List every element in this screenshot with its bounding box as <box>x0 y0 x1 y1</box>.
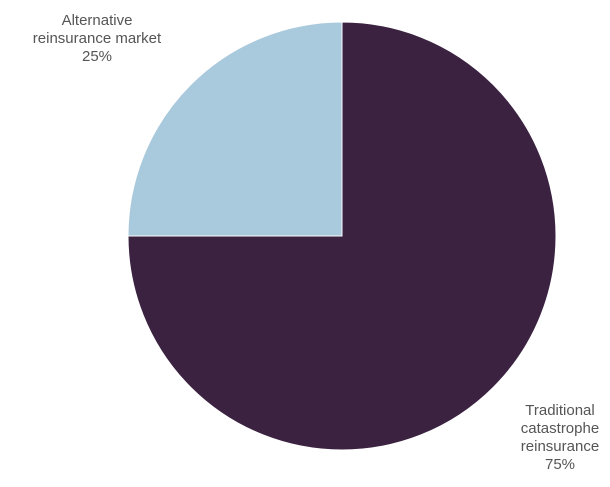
slice-category-label: catastrophe <box>521 420 599 437</box>
slice-category-label: reinsurance market <box>33 30 162 47</box>
pie-slice-1 <box>127 21 557 451</box>
slice-value-label: 25% <box>82 48 112 65</box>
slice-value-label: 75% <box>545 456 575 473</box>
slice-category-label: Traditional <box>525 402 594 419</box>
pie-slice-2 <box>127 21 343 237</box>
slice-category-label: Alternative <box>62 12 133 29</box>
slice-category-label: reinsurance <box>521 438 599 455</box>
